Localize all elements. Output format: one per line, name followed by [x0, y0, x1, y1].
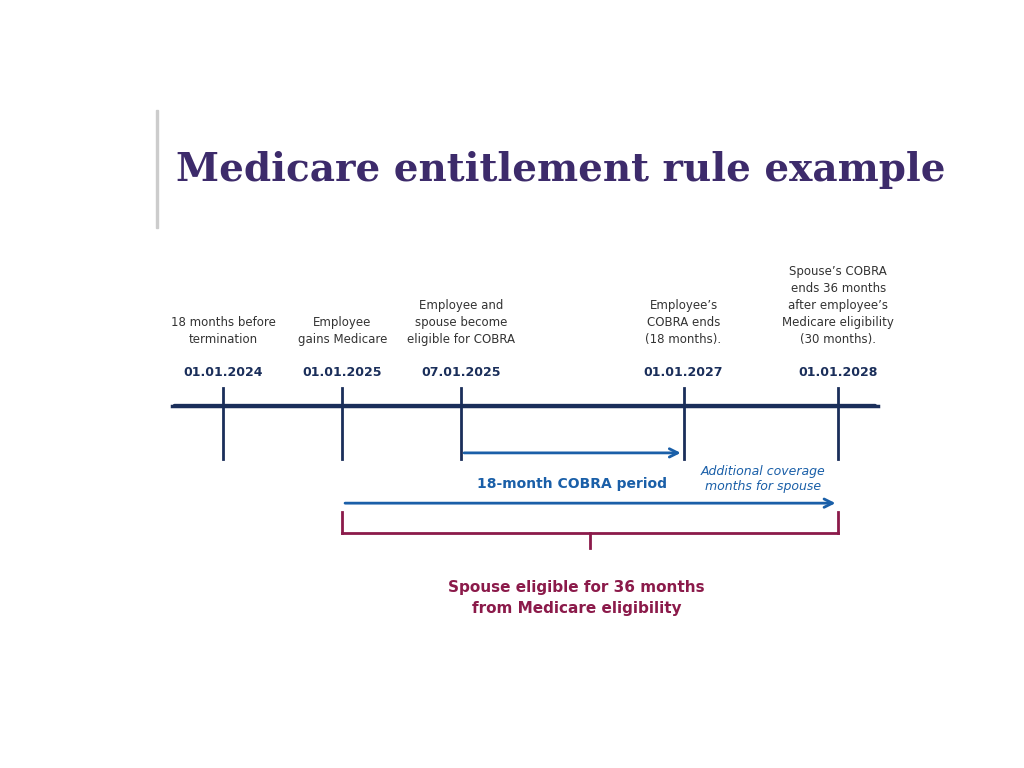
Text: Employee and
spouse become
eligible for COBRA: Employee and spouse become eligible for … — [408, 300, 515, 346]
Text: 01.01.2028: 01.01.2028 — [799, 366, 878, 379]
Text: Spouse’s COBRA
ends 36 months
after employee’s
Medicare eligibility
(30 months).: Spouse’s COBRA ends 36 months after empl… — [782, 266, 894, 346]
Text: PEBA Academy | employer training: PEBA Academy | employer training — [19, 740, 261, 754]
Text: Employee
gains Medicare: Employee gains Medicare — [298, 316, 387, 346]
Text: Additional coverage
months for spouse: Additional coverage months for spouse — [700, 465, 825, 493]
Text: 11: 11 — [984, 738, 1008, 756]
Text: Medicare entitlement rule example: Medicare entitlement rule example — [176, 151, 945, 189]
Text: 01.01.2025: 01.01.2025 — [302, 366, 382, 379]
Text: Spouse eligible for 36 months
from Medicare eligibility: Spouse eligible for 36 months from Medic… — [449, 580, 705, 616]
Text: Employee’s
COBRA ends
(18 months).: Employee’s COBRA ends (18 months). — [645, 300, 722, 346]
Text: 01.01.2027: 01.01.2027 — [644, 366, 723, 379]
Text: 07.01.2025: 07.01.2025 — [422, 366, 501, 379]
Text: 18 months before
termination: 18 months before termination — [171, 316, 275, 346]
Bar — [156, 110, 158, 228]
Text: 01.01.2024: 01.01.2024 — [183, 366, 263, 379]
Text: 18-month COBRA period: 18-month COBRA period — [477, 476, 668, 491]
